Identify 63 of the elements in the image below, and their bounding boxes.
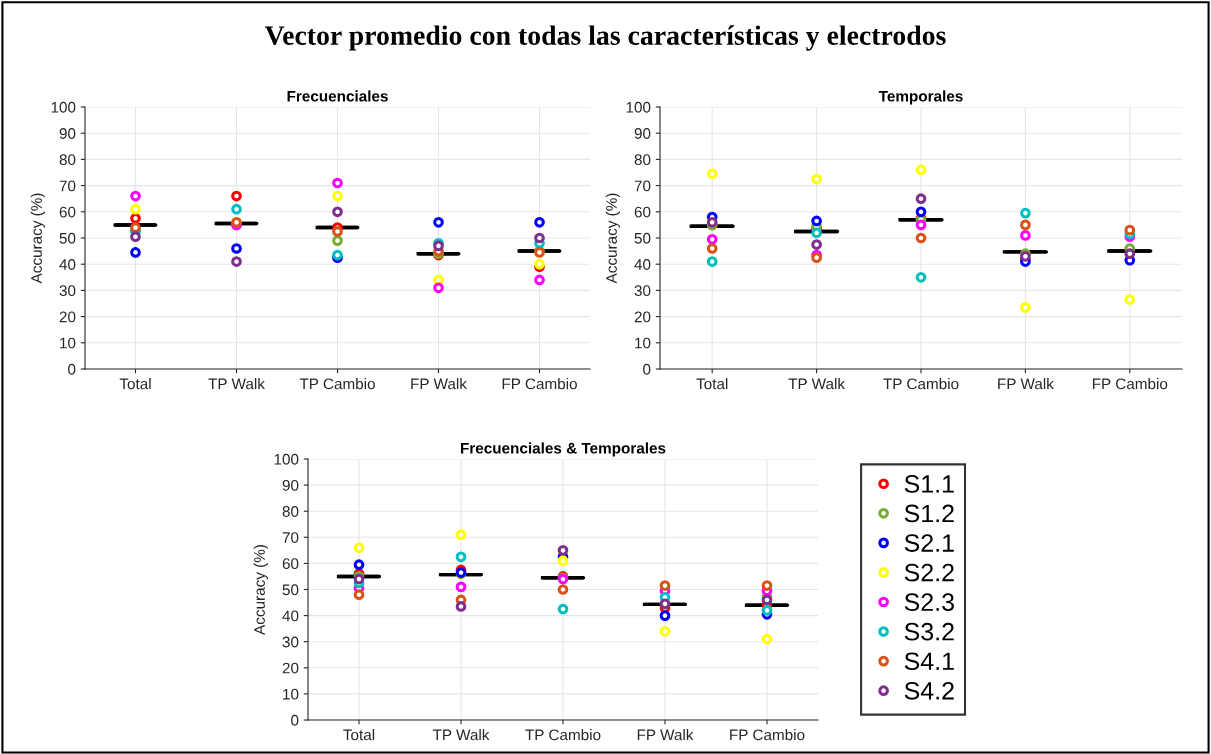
y-tick-label: 80 — [634, 154, 651, 166]
y-axis-title: Accuracy (%) — [30, 193, 45, 284]
x-tick-label: Total — [343, 729, 375, 741]
y-tick-label: 100 — [51, 101, 76, 113]
x-tick-label: TP Walk — [208, 378, 265, 390]
y-tick-label: 0 — [291, 714, 299, 726]
x-tick-label: TP Cambio — [883, 378, 959, 390]
chart-subtitle: Frecuenciales — [287, 90, 388, 102]
legend-label: S3.2 — [904, 622, 954, 641]
y-tick-label: 30 — [634, 285, 651, 297]
chart-subtitle: Temporales — [878, 90, 963, 105]
y-tick-label: 50 — [59, 232, 76, 244]
legend-label: S2.3 — [904, 593, 954, 611]
y-tick-label: 20 — [59, 311, 76, 323]
x-tick-label: FP Cambio — [1092, 378, 1168, 390]
y-tick-label: 90 — [634, 128, 651, 139]
x-tick-label: FP Walk — [411, 378, 467, 390]
y-tick-label: 70 — [634, 180, 651, 192]
y-tick-label: 90 — [59, 128, 76, 139]
y-tick-label: 100 — [274, 453, 299, 465]
y-tick-label: 10 — [60, 337, 76, 349]
y-axis-title: Accuracy (%) — [253, 545, 268, 635]
y-tick-label: 10 — [283, 688, 299, 700]
legend-label: S4.2 — [904, 681, 954, 700]
x-tick-label: FP Walk — [998, 378, 1054, 390]
y-tick-label: 70 — [282, 532, 299, 543]
y-tick-label: 60 — [59, 206, 76, 218]
x-tick-label: TP Walk — [432, 729, 490, 741]
legend-label: S2.1 — [904, 534, 954, 552]
y-tick-label: 0 — [643, 363, 651, 375]
y-tick-label: 40 — [59, 259, 76, 270]
y-tick-label: 80 — [59, 154, 76, 166]
legend-label: S1.2 — [904, 504, 954, 523]
y-tick-label: 40 — [634, 259, 651, 270]
y-tick-label: 80 — [282, 506, 299, 517]
x-tick-label: TP Walk — [788, 378, 846, 390]
y-tick-label: 0 — [68, 363, 76, 375]
y-tick-label: 60 — [634, 206, 651, 218]
y-tick-label: 100 — [626, 101, 651, 113]
x-tick-label: TP Cambio — [525, 729, 601, 741]
chart-title: Vector promedio con todas las características y electrodos — [264, 25, 946, 51]
y-tick-label: 70 — [59, 180, 76, 192]
legend-label: S4.1 — [904, 652, 954, 671]
x-tick-label: TP Cambio — [299, 378, 375, 390]
y-tick-label: 10 — [635, 337, 651, 349]
x-tick-label: Total — [119, 378, 151, 390]
y-tick-label: 60 — [282, 558, 299, 570]
legend-label: S2.2 — [904, 563, 954, 582]
y-tick-label: 90 — [282, 479, 299, 491]
x-tick-label: FP Cambio — [502, 378, 577, 390]
y-tick-label: 30 — [282, 636, 299, 648]
y-tick-label: 30 — [59, 285, 76, 297]
y-axis-title: Accuracy (%) — [605, 193, 620, 284]
y-tick-label: 20 — [282, 662, 299, 674]
x-tick-label: FP Cambio — [730, 729, 805, 741]
chart-subtitle: Frecuenciales & Temporales — [461, 442, 666, 457]
legend-label: S1.1 — [904, 475, 954, 493]
y-tick-label: 20 — [634, 311, 651, 323]
y-tick-label: 50 — [634, 232, 651, 244]
x-tick-label: FP Walk — [637, 729, 694, 741]
x-tick-label: Total — [696, 378, 728, 390]
y-tick-label: 40 — [282, 610, 299, 622]
y-tick-label: 50 — [282, 584, 299, 596]
